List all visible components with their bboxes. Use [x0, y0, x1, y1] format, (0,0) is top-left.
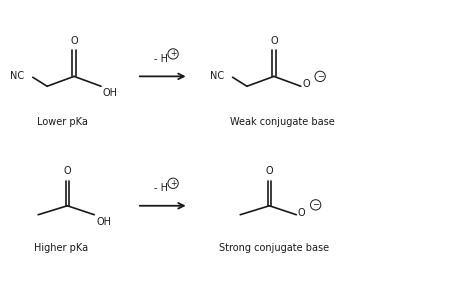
- Text: Weak conjugate base: Weak conjugate base: [230, 117, 335, 127]
- Text: - H: - H: [154, 54, 167, 64]
- Text: OH: OH: [103, 88, 118, 98]
- Text: O: O: [266, 166, 273, 176]
- Text: O: O: [298, 208, 305, 218]
- Text: Strong conjugate base: Strong conjugate base: [219, 244, 329, 253]
- Text: O: O: [270, 36, 277, 46]
- Text: Higher pKa: Higher pKa: [34, 244, 88, 253]
- Text: O: O: [64, 166, 71, 176]
- Text: −: −: [312, 200, 319, 209]
- Text: O: O: [302, 79, 310, 89]
- Text: - H: - H: [154, 183, 167, 193]
- Text: NC: NC: [210, 71, 224, 81]
- Text: +: +: [170, 179, 176, 188]
- Text: O: O: [70, 36, 78, 46]
- Text: −: −: [317, 72, 324, 81]
- Text: Lower pKa: Lower pKa: [37, 117, 88, 127]
- Text: OH: OH: [96, 216, 111, 227]
- Text: NC: NC: [10, 71, 24, 81]
- Text: +: +: [170, 49, 176, 58]
